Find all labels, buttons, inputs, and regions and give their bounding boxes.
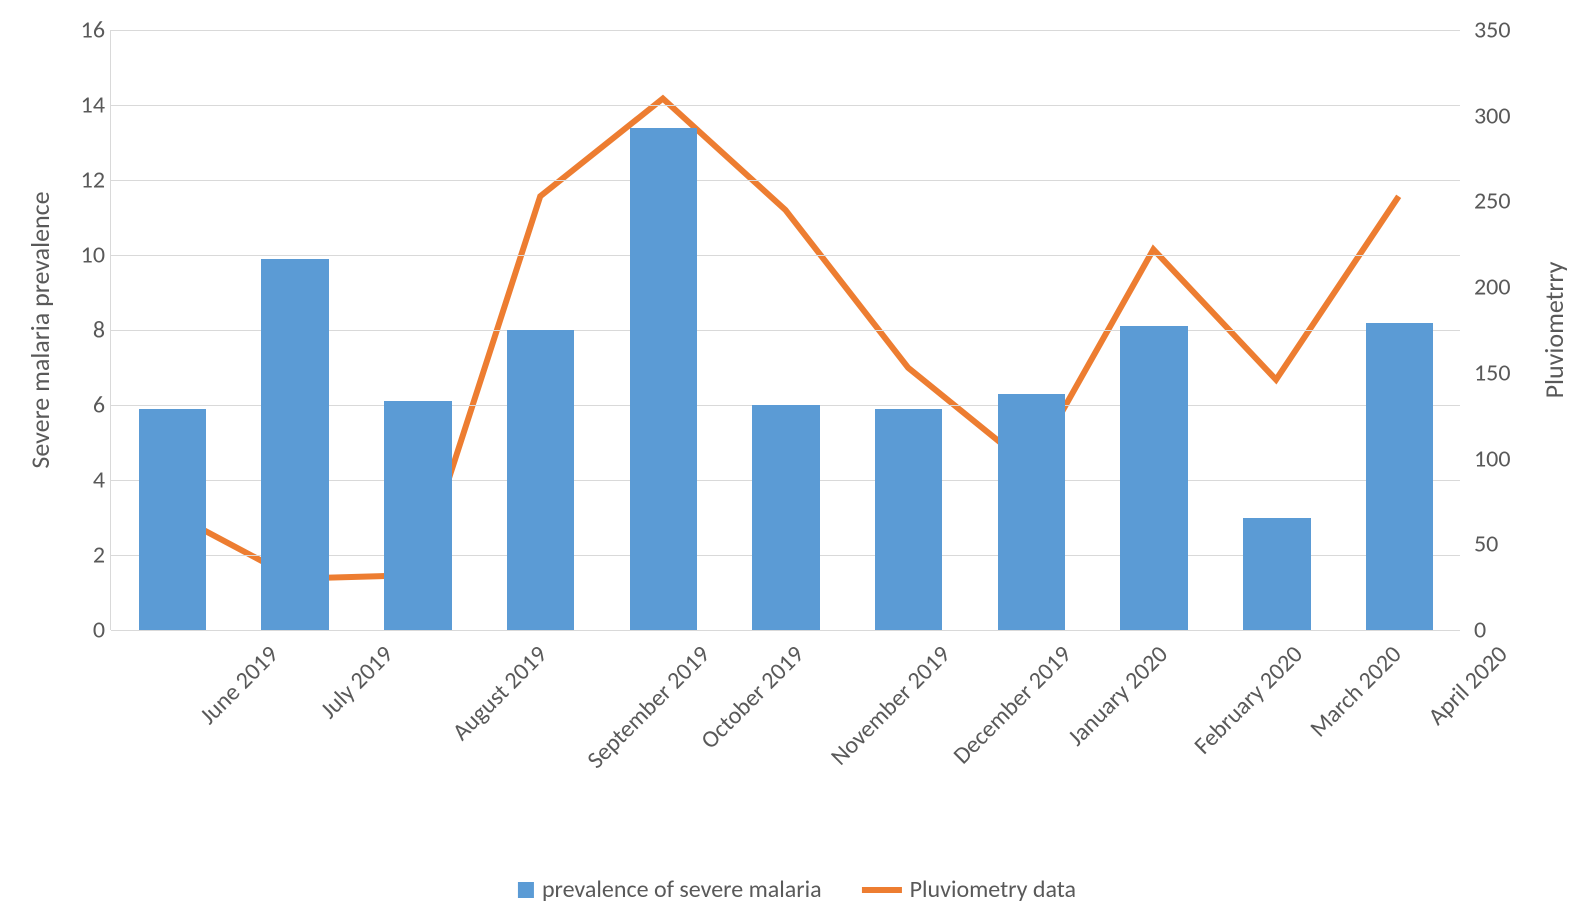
x-tick-label: August 2019 <box>446 640 553 747</box>
legend-item-bars: prevalence of severe malaria <box>518 875 822 904</box>
y1-axis-label: Severe malaria prevalence <box>24 191 56 468</box>
chart-legend: prevalence of severe malaria Pluviometry… <box>518 875 1076 904</box>
bar <box>139 409 207 630</box>
y2-tick-label: 100 <box>1474 444 1519 473</box>
y2-tick-label: 300 <box>1474 101 1519 130</box>
x-tick-label: November 2019 <box>825 640 956 771</box>
x-tick-label: April 2020 <box>1422 640 1513 731</box>
y1-tick-label: 8 <box>75 316 105 345</box>
gridline <box>111 255 1460 256</box>
gridline <box>111 180 1460 181</box>
y2-tick-label: 0 <box>1474 616 1519 645</box>
bar <box>507 330 575 630</box>
y1-tick-label: 10 <box>75 241 105 270</box>
y1-tick-label: 12 <box>75 166 105 195</box>
bar <box>998 394 1066 630</box>
y1-tick-label: 16 <box>75 16 105 45</box>
x-tick-label: March 2020 <box>1304 640 1407 743</box>
y2-axis-label: Pluviometrry <box>1538 262 1570 399</box>
bar <box>261 259 329 630</box>
y2-tick-label: 50 <box>1474 530 1519 559</box>
y1-tick-label: 0 <box>75 616 105 645</box>
bar <box>1366 323 1434 631</box>
x-tick-label: February 2020 <box>1189 640 1309 760</box>
y2-tick-label: 200 <box>1474 273 1519 302</box>
legend-swatch-bar <box>518 882 534 898</box>
legend-label-bars: prevalence of severe malaria <box>542 875 822 904</box>
gridline <box>111 30 1460 31</box>
y2-tick-label: 250 <box>1474 187 1519 216</box>
y1-tick-label: 4 <box>75 466 105 495</box>
bar <box>630 128 698 631</box>
bar <box>384 401 452 630</box>
y2-tick-label: 350 <box>1474 16 1519 45</box>
bar <box>752 405 820 630</box>
bar <box>1120 326 1188 630</box>
legend-swatch-line <box>862 887 902 893</box>
legend-label-line: Pluviometry data <box>910 875 1076 904</box>
y2-tick-label: 150 <box>1474 358 1519 387</box>
gridline <box>111 105 1460 106</box>
x-tick-label: January 2020 <box>1062 640 1174 752</box>
x-tick-label: July 2019 <box>315 640 400 725</box>
bar <box>875 409 943 630</box>
gridline <box>111 630 1460 631</box>
legend-item-line: Pluviometry data <box>862 875 1076 904</box>
x-tick-label: June 2019 <box>194 640 284 730</box>
bar <box>1243 518 1311 631</box>
y1-tick-label: 14 <box>75 91 105 120</box>
x-tick-label: December 2019 <box>947 640 1077 770</box>
plot-area <box>110 30 1460 630</box>
y1-tick-label: 6 <box>75 391 105 420</box>
y1-tick-label: 2 <box>75 541 105 570</box>
x-tick-label: September 2019 <box>581 640 716 775</box>
chart-container: Severe malaria prevalence Pluviometrry p… <box>20 20 1574 904</box>
